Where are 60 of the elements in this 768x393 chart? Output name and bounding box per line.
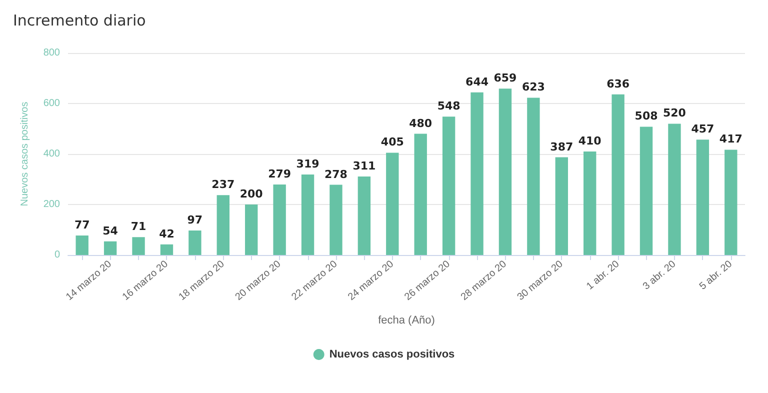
- data-label: 405: [380, 136, 404, 149]
- data-label: 548: [437, 100, 460, 113]
- y-tick-label: 600: [43, 98, 60, 109]
- y-tick-label: 200: [43, 199, 60, 210]
- legend-label: Nuevos casos positivos: [329, 348, 455, 360]
- data-label: 636: [606, 77, 630, 90]
- bar: [386, 152, 399, 255]
- bar: [132, 237, 145, 255]
- bar: [216, 195, 230, 255]
- data-label: 279: [268, 168, 292, 181]
- data-label: 410: [578, 134, 602, 148]
- x-tick-label: 5 abr. 20: [698, 258, 735, 292]
- bar: [470, 92, 484, 255]
- y-tick-label: 0: [54, 250, 60, 260]
- bar: [668, 124, 681, 255]
- data-label: 278: [324, 168, 348, 181]
- bar: [696, 140, 710, 255]
- bar: [442, 116, 456, 255]
- y-tick-label: 400: [43, 148, 60, 160]
- bar: [612, 94, 624, 255]
- data-label: 508: [634, 110, 658, 123]
- data-label: 520: [662, 106, 686, 120]
- x-axis-title: fecha (Año): [378, 314, 435, 326]
- data-label: 71: [130, 220, 146, 234]
- data-label: 54: [102, 224, 118, 238]
- data-label: 623: [522, 80, 545, 94]
- bar: [104, 241, 117, 255]
- bar: [640, 126, 653, 255]
- data-label: 97: [187, 214, 203, 227]
- data-label: 387: [550, 140, 574, 154]
- chart-title: Incremento diario: [13, 12, 146, 30]
- data-label: 480: [409, 116, 432, 130]
- bar: [584, 151, 596, 255]
- x-tick-label: 1 abr. 20: [584, 258, 622, 292]
- bar: [160, 244, 174, 255]
- bar: [724, 150, 738, 255]
- y-tick-label: 800: [43, 48, 60, 58]
- x-tick-label: 3 abr. 20: [641, 258, 678, 292]
- bar: [555, 157, 568, 255]
- data-label: 659: [494, 72, 517, 85]
- bar: [414, 134, 427, 255]
- bar: [245, 204, 258, 255]
- bar: [76, 236, 88, 255]
- data-label: 311: [352, 159, 376, 172]
- bar: [358, 176, 371, 255]
- data-label: 417: [719, 132, 742, 146]
- y-axis-title: Nuevos casos positivos: [20, 102, 30, 206]
- bar: [527, 98, 540, 255]
- bar: [498, 88, 512, 255]
- data-label: 457: [691, 122, 714, 136]
- data-label: 42: [159, 227, 174, 240]
- bar: [330, 184, 342, 255]
- bar: [301, 174, 314, 255]
- data-label: 644: [466, 75, 489, 88]
- bar: [188, 230, 202, 255]
- data-label: 200: [240, 188, 264, 200]
- data-label: 237: [212, 178, 235, 192]
- data-label: 77: [74, 218, 90, 232]
- bar: [273, 184, 286, 255]
- data-label: 319: [296, 157, 320, 170]
